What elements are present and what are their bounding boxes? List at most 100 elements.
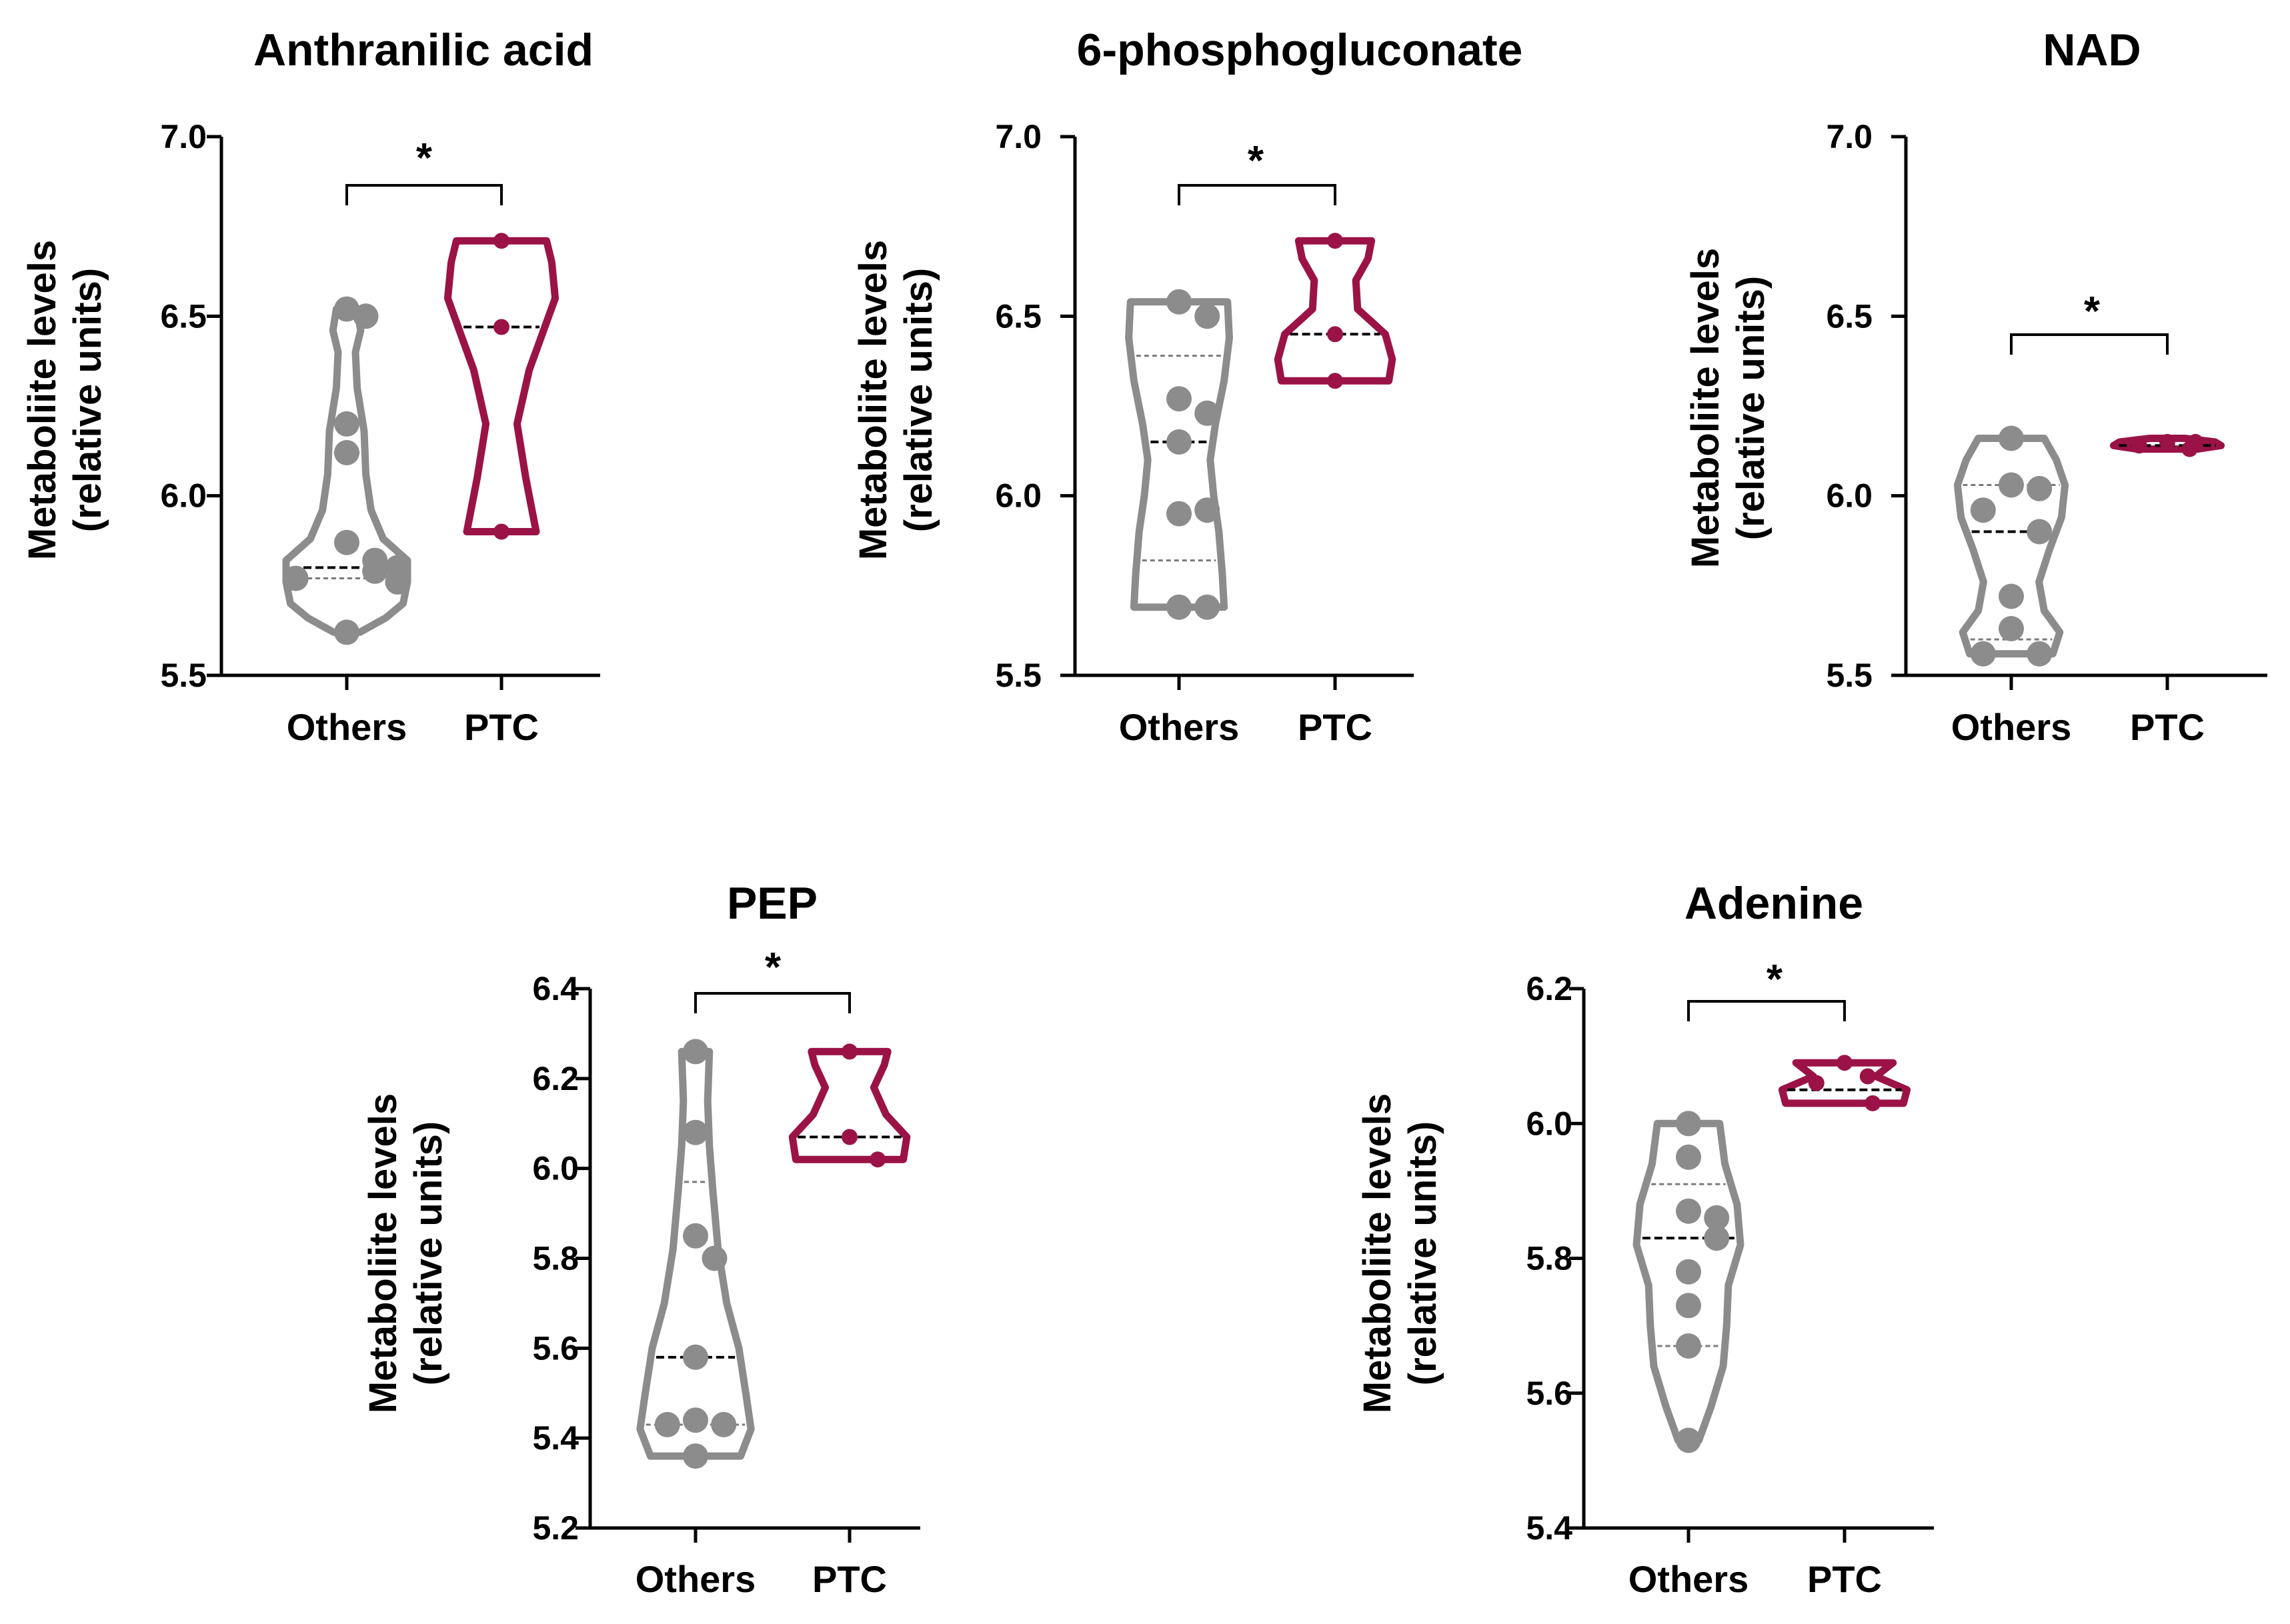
y-tick-label: 5.5 — [995, 657, 1042, 694]
violin-others — [1125, 298, 1233, 611]
x-category-label: Others — [1628, 1558, 1749, 1600]
plot-area — [576, 987, 920, 1543]
x-category-label: Others — [1951, 706, 2072, 748]
violin-ptc — [1778, 1059, 1911, 1107]
x-category-label: Others — [1119, 706, 1240, 748]
data-point-others — [334, 619, 359, 645]
data-point-others — [1166, 386, 1192, 412]
data-point-others — [1999, 472, 2024, 498]
y-tick-label: 6.0 — [1526, 1105, 1572, 1142]
data-point-ptc — [493, 233, 509, 249]
y-tick-label: 7.0 — [160, 118, 207, 155]
data-point-others — [1676, 1427, 1701, 1453]
data-point-others — [334, 440, 359, 465]
data-point-others — [1999, 583, 2024, 609]
data-point-others — [1194, 400, 1220, 426]
y-tick-label: 6.2 — [1526, 970, 1572, 1007]
significance-star: * — [1767, 957, 1783, 1003]
data-point-others — [711, 1411, 737, 1437]
y-tick-label: 6.0 — [160, 477, 207, 515]
y-axis-label-line2: (relative units) — [66, 268, 109, 532]
data-point-others — [1970, 641, 1996, 667]
significance-star: * — [1248, 138, 1264, 184]
data-point-others — [1704, 1225, 1730, 1251]
panel-title: Adenine — [1684, 878, 1863, 929]
y-axis-label-line2: (relative units) — [897, 268, 940, 532]
y-axis-label: Metaboliite levels (relative units) — [852, 240, 940, 560]
y-tick-labels: 7.0 6.5 6.0 5.5 — [160, 118, 207, 694]
data-point-others — [362, 558, 388, 584]
violin-ptc — [1274, 237, 1396, 385]
y-tick-labels: 7.0 6.5 6.0 5.5 — [1826, 118, 1873, 694]
data-point-others — [2027, 641, 2053, 667]
y-tick-label: 6.0 — [532, 1150, 579, 1187]
significance-bracket — [1178, 184, 1336, 205]
data-point-others — [283, 565, 309, 591]
significance-bracket — [1687, 1000, 1846, 1021]
y-tick-labels: 6.2 6.0 5.8 5.6 5.4 — [1526, 970, 1572, 1547]
data-point-others — [1166, 429, 1192, 455]
y-axis-label-line2: (relative units) — [1729, 276, 1773, 540]
y-tick-label: 5.2 — [532, 1509, 579, 1547]
data-point-ptc — [1837, 1055, 1853, 1071]
y-tick-label: 5.6 — [1526, 1375, 1572, 1412]
violin-others — [636, 1047, 755, 1460]
panel-title: 6-phosphogluconate — [1077, 25, 1523, 75]
violin-others — [1632, 1119, 1745, 1444]
y-axis-label-line1: Metaboliite levels — [1684, 248, 1727, 568]
data-point-ptc — [1327, 233, 1343, 249]
data-point-others — [1704, 1205, 1730, 1231]
data-point-others — [1166, 594, 1192, 620]
violin-ptc — [443, 237, 559, 535]
data-point-ptc — [1808, 1075, 1825, 1091]
x-category-label: PTC — [464, 706, 539, 748]
data-point-others — [1676, 1111, 1701, 1137]
data-point-others — [1194, 497, 1220, 523]
data-point-others — [1676, 1333, 1701, 1359]
y-tick-label: 6.5 — [995, 297, 1042, 335]
data-point-others — [2027, 519, 2053, 545]
panel-adenine: Adenine Metaboliite levels (relative uni… — [1356, 878, 1934, 1600]
panel-title: Anthranilic acid — [253, 25, 594, 75]
y-axis-label-line1: Metaboliite levels — [1356, 1093, 1399, 1413]
y-tick-label: 5.5 — [1826, 657, 1873, 694]
data-point-others — [683, 1223, 708, 1249]
significance-star: * — [2084, 289, 2101, 335]
data-point-others — [334, 411, 359, 437]
significance-bracket — [694, 992, 851, 1013]
data-point-others — [654, 1411, 680, 1437]
data-point-ptc — [870, 1151, 886, 1168]
data-point-ptc — [493, 319, 509, 335]
data-point-ptc — [842, 1129, 858, 1145]
panel-anthranilic-acid: Anthranilic acid Metaboliite levels (rel… — [21, 25, 600, 748]
y-tick-label: 6.0 — [1826, 477, 1873, 515]
data-point-others — [1676, 1144, 1701, 1170]
y-tick-label: 5.4 — [532, 1419, 579, 1457]
x-category-label: Others — [636, 1558, 756, 1600]
data-point-others — [1166, 501, 1192, 527]
data-point-ptc — [1865, 1095, 1881, 1111]
y-axis-label: Metaboliite levels (relative units) — [21, 240, 109, 560]
y-tick-label: 7.0 — [995, 118, 1042, 155]
y-axis-label: Metaboliite levels (relative units) — [1356, 1093, 1444, 1413]
data-point-ptc — [2159, 433, 2175, 450]
violin-others — [1953, 435, 2069, 658]
data-point-others — [1676, 1293, 1701, 1319]
violin-ptc — [2109, 435, 2225, 453]
y-tick-label: 6.0 — [995, 477, 1042, 515]
data-point-others — [1166, 289, 1192, 315]
data-point-others — [1676, 1259, 1701, 1285]
y-tick-label: 6.2 — [532, 1060, 579, 1097]
y-axis-label-line1: Metaboliite levels — [852, 240, 895, 560]
data-point-ptc — [1327, 373, 1343, 389]
y-tick-labels: 7.0 6.5 6.0 5.5 — [995, 118, 1042, 694]
data-point-others — [385, 569, 411, 595]
y-axis-label-line1: Metaboliite levels — [361, 1093, 405, 1413]
data-point-others — [2027, 475, 2053, 501]
data-point-others — [1999, 616, 2024, 641]
plot-area — [1569, 987, 1934, 1543]
data-point-others — [683, 1344, 708, 1370]
y-tick-label: 5.8 — [532, 1240, 579, 1277]
data-point-ptc — [1327, 326, 1343, 343]
